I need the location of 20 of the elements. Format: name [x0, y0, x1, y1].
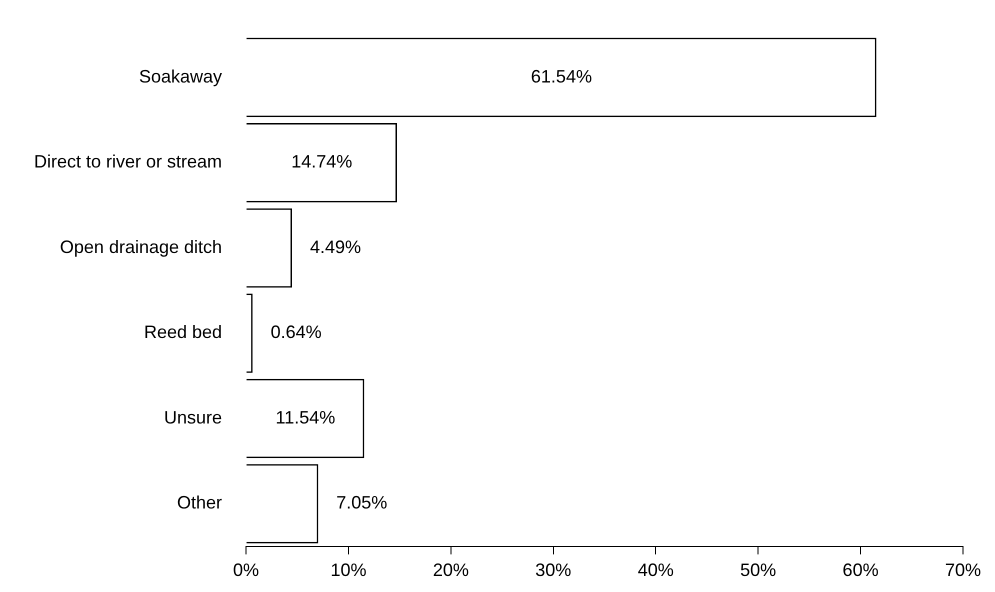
y-tick-label: Other	[177, 492, 222, 513]
data-label: 14.74%	[291, 152, 352, 172]
x-tick-label: 70%	[944, 560, 982, 580]
y-tick-label: Soakaway	[138, 66, 222, 86]
x-tick-label: 20%	[432, 560, 469, 580]
y-tick-label: Open drainage ditch	[60, 236, 222, 257]
x-tick-label: 60%	[842, 560, 879, 580]
x-tick-label: 30%	[535, 560, 572, 580]
data-label: 61.54%	[530, 66, 592, 86]
data-label: 11.54%	[276, 407, 336, 428]
data-label: 4.49%	[310, 236, 362, 257]
data-label: 0.64%	[270, 322, 322, 342]
x-tick-label: 50%	[740, 560, 776, 580]
y-tick-label: Reed bed	[144, 322, 222, 342]
x-tick-label: 0%	[233, 560, 260, 580]
y-tick-label: Direct to river or stream	[34, 152, 222, 172]
y-tick-label: Unsure	[164, 407, 222, 428]
x-tick-label: 10%	[330, 560, 366, 580]
x-tick-label: 40%	[638, 560, 674, 580]
data-label: 7.05%	[336, 492, 388, 513]
